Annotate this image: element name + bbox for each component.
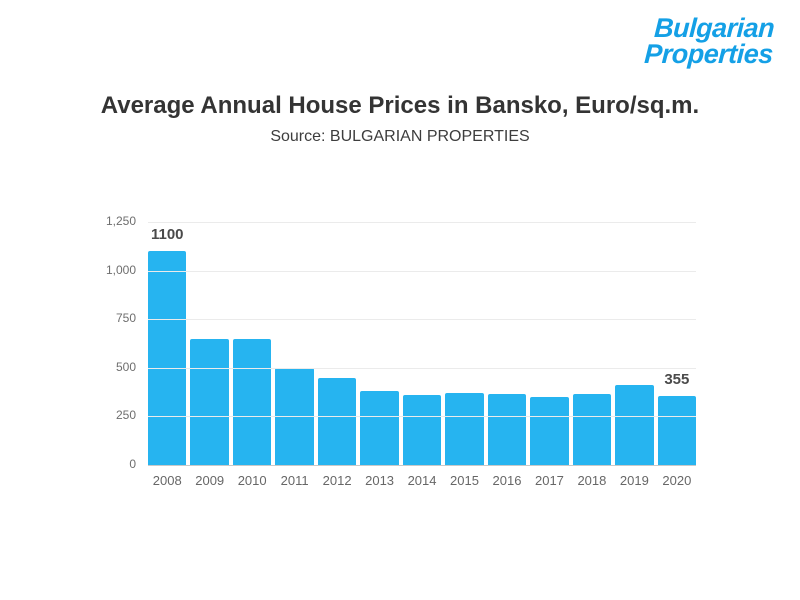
data-label-2008: 1100: [150, 226, 184, 244]
x-axis-labels: 2008 2009 2010 2011 2012 2013 2014 2015 2016 2017…: [148, 473, 696, 488]
bar-slot-2020: 355: [657, 222, 697, 465]
data-label-2020: 355: [664, 371, 690, 388]
bar-2016: [487, 394, 527, 465]
bar-2015: [445, 393, 484, 465]
bulgarian-properties-logo: Bulgarian Properties: [644, 13, 776, 69]
gridline-0: [148, 465, 696, 466]
x-tick-2008: 2008: [152, 473, 182, 488]
x-tick-2009: 2009: [195, 473, 225, 488]
x-tick-2011: 2011: [280, 473, 309, 488]
bar-2017: [530, 396, 569, 465]
gridline-500: [148, 367, 696, 369]
x-tick-2013: 2013: [365, 473, 395, 488]
bar-2008: [148, 251, 187, 465]
y-tick-label-1000: 1,000: [105, 262, 136, 277]
y-tick-label-750: 750: [115, 311, 136, 326]
logo-line1: Bulgarian: [653, 13, 776, 43]
bar-slot-2009: [190, 222, 229, 465]
bar-chart: 1100 355 0 250 500 750 1,000 1,250 2008 2009 201…: [106, 214, 697, 488]
x-tick-2015: 2015: [450, 473, 479, 488]
bar-slot-2014: [402, 222, 442, 465]
x-tick-2012: 2012: [322, 473, 352, 488]
x-tick-2020: 2020: [662, 473, 692, 488]
x-tick-2014: 2014: [407, 473, 437, 488]
gridline-250: [148, 416, 696, 418]
bar-2018: [572, 394, 612, 465]
bar-slot-2017: [530, 222, 569, 465]
bar-slot-2008: 1100: [148, 222, 187, 465]
bar-slot-2010: [232, 222, 272, 465]
bar-slot-2015: [445, 222, 484, 465]
x-tick-2018: 2018: [577, 473, 607, 488]
gridline-1250: [148, 222, 696, 223]
gridline-1000: [148, 270, 696, 272]
plot-area: 1100 355 0 250 500 750 1,000 1,250: [106, 214, 697, 471]
y-tick-label-250: 250: [115, 408, 136, 423]
bar-slot-2013: [360, 222, 399, 465]
x-tick-2019: 2019: [619, 473, 649, 488]
bar-2013: [360, 391, 399, 465]
chart-title: Average Annual House Prices in Bansko, E…: [100, 92, 700, 119]
bar-2010: [232, 338, 272, 465]
bar-2020: [657, 396, 697, 465]
bar-slot-2012: [317, 222, 357, 465]
chart-subtitle: Source: BULGARIAN PROPERTIES: [270, 128, 530, 145]
bar-slot-2019: [615, 222, 654, 465]
bars-container: 1100 355: [148, 222, 697, 465]
bar-2009: [190, 338, 229, 465]
logo-line2: Properties: [644, 38, 775, 69]
bar-2012: [317, 377, 357, 465]
gridline-750: [148, 319, 696, 321]
bar-slot-2016: [487, 222, 527, 465]
x-tick-2016: 2016: [492, 473, 522, 488]
y-tick-label-500: 500: [115, 359, 136, 374]
bar-2014: [402, 395, 442, 465]
bar-slot-2011: [275, 222, 314, 465]
x-tick-2010: 2010: [237, 473, 267, 488]
bar-slot-2018: [572, 222, 612, 465]
bar-2019: [615, 385, 654, 465]
y-tick-label-1250: 1,250: [105, 214, 136, 228]
x-tick-2017: 2017: [534, 473, 564, 488]
y-tick-label-0: 0: [129, 457, 136, 471]
